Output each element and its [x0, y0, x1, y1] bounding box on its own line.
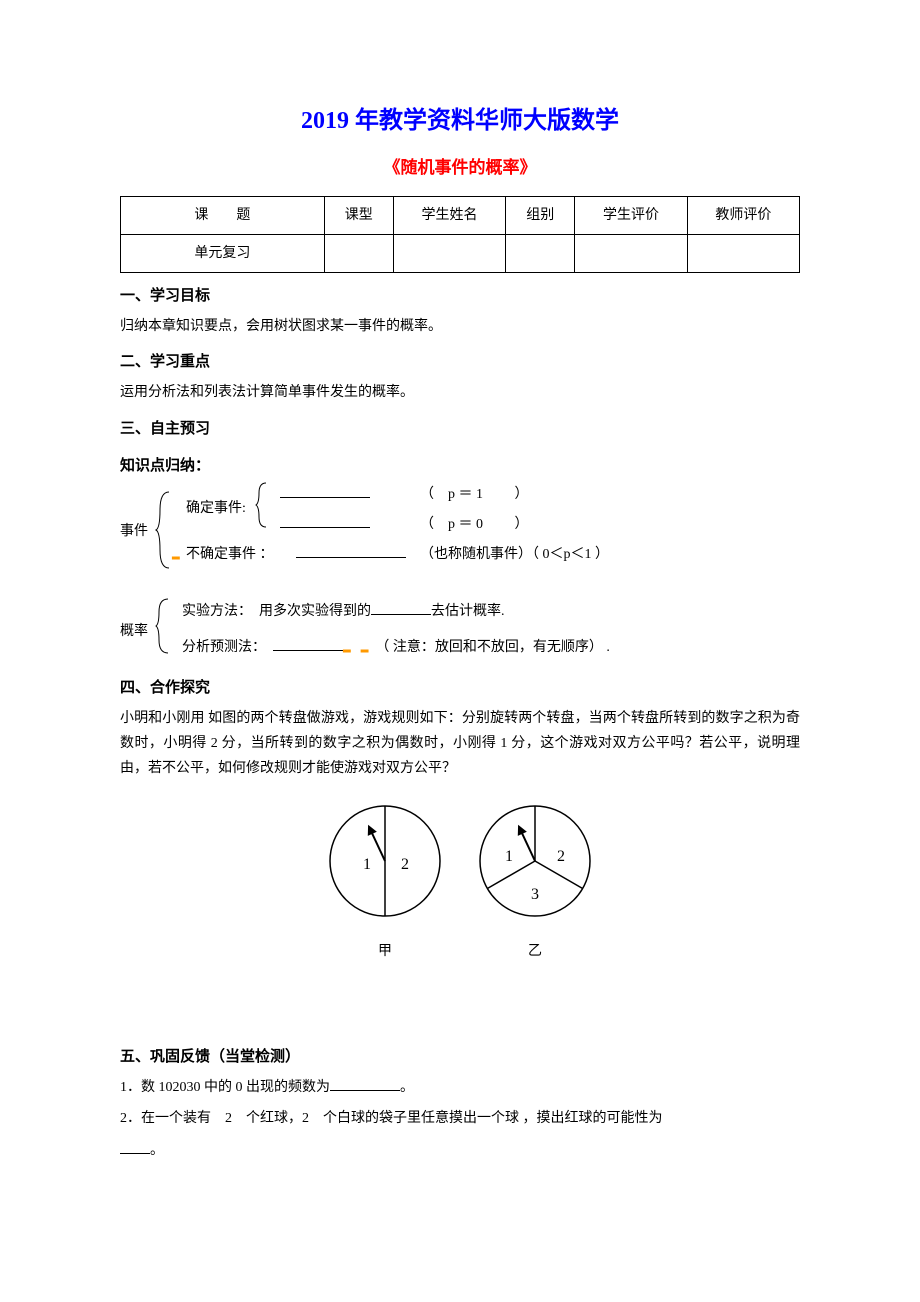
td-blank — [687, 234, 799, 272]
table-row: 单元复习 — [121, 234, 800, 272]
sub-title: 《随机事件的概率》 — [120, 153, 800, 184]
section-2-body: 运用分析法和列表法计算简单事件发生的概率。 — [120, 380, 800, 405]
prob-tree: 概率 实验方法： 用多次实验得到的 去估计概率. 分析预测法： ▂ ▂ （ 注意：… — [120, 597, 800, 665]
exp-method-text: 实验方法： 用多次实验得到的 — [182, 604, 371, 619]
td-unit: 单元复习 — [121, 234, 325, 272]
blank-line — [280, 512, 370, 537]
th-type: 课型 — [324, 196, 393, 234]
td-blank — [575, 234, 687, 272]
spinner-label-2: 2 — [557, 848, 565, 865]
orange-dot: ▂ ▂ — [343, 641, 368, 652]
spinner-label-2: 2 — [401, 856, 409, 873]
section-4-body: 小明和小刚用 如图的两个转盘做游戏，游戏规则如下：分别旋转两个转盘，当两个转盘所… — [120, 706, 800, 782]
orange-dot: ▂ — [172, 542, 180, 567]
p1-label: （ p ＝ 1 ） — [420, 482, 529, 507]
td-blank — [393, 234, 505, 272]
q1-text: 1．数 102030 中的 0 出现的频数为 — [120, 1080, 330, 1095]
section-3-sub: 知识点归纳： — [120, 453, 800, 480]
section-5-title: 五、巩固反馈（当堂检测） — [120, 1044, 800, 1071]
brace-icon — [154, 597, 172, 655]
th-name: 学生姓名 — [393, 196, 505, 234]
event-tree: 事件 确定事件: （ p ＝ 1 ） （ p ＝ 0 ） ▂ 不确定事件 ： （… — [120, 484, 800, 579]
section-1-title: 一、学习目标 — [120, 283, 800, 310]
q2-cont: 。 — [120, 1138, 800, 1163]
analysis-method-text: 分析预测法： — [182, 640, 273, 655]
section-1-body: 归纳本章知识要点，会用树状图求某一事件的概率。 — [120, 314, 800, 339]
spinner-label-3: 3 — [531, 886, 539, 903]
table-row: 课 题 课型 学生姓名 组别 学生评价 教师评价 — [121, 196, 800, 234]
q2: 2．在一个装有 2 个红球，2 个白球的袋子里任意摸出一个球 ，摸出红球的可能性… — [120, 1106, 800, 1131]
p0-label: （ p ＝ 0 ） — [420, 512, 529, 537]
th-teacher-eval: 教师评价 — [687, 196, 799, 234]
section-2-title: 二、学习重点 — [120, 349, 800, 376]
q2-text: 2．在一个装有 2 个红球，2 个白球的袋子里任意摸出一个球 ，摸出红球的可能性… — [120, 1111, 663, 1126]
det-label: 确定事件: — [186, 496, 246, 521]
analysis-method-label: 分析预测法： ▂ ▂ （ 注意：放回和不放回，有无顺序） . — [182, 635, 610, 660]
caption-yi: 乙 — [475, 939, 595, 964]
exp-method-label: 实验方法： 用多次实验得到的 去估计概率. — [182, 599, 505, 624]
undet-label: 不确定事件 ： — [186, 542, 274, 567]
spinner-yi: 1 2 3 乙 — [475, 801, 595, 964]
spinner-label-1: 1 — [363, 856, 371, 873]
caption-jia: 甲 — [325, 939, 445, 964]
spinner-label-1: 1 — [505, 848, 513, 865]
q1-end: 。 — [400, 1080, 414, 1095]
th-student-eval: 学生评价 — [575, 196, 687, 234]
info-table: 课 题 课型 学生姓名 组别 学生评价 教师评价 单元复习 — [120, 196, 800, 273]
td-blank — [506, 234, 575, 272]
section-3-title: 三、自主预习 — [120, 416, 800, 443]
spinner-yi-svg: 1 2 3 — [475, 801, 595, 921]
th-group: 组别 — [506, 196, 575, 234]
section-4-title: 四、合作探究 — [120, 675, 800, 702]
blank-line — [296, 542, 406, 567]
th-topic: 课 题 — [121, 196, 325, 234]
analysis-note: （ 注意：放回和不放回，有无顺序） . — [382, 640, 610, 655]
spinner-chart: 1 2 甲 1 2 3 乙 — [120, 801, 800, 964]
event-label: 事件 — [120, 519, 148, 544]
brace-icon — [254, 481, 270, 529]
q1: 1．数 102030 中的 0 出现的频数为 。 — [120, 1075, 800, 1100]
exp-method-end: 去估计概率. — [431, 604, 505, 619]
brace-icon — [154, 490, 174, 570]
blank-line — [280, 482, 370, 507]
undet-note: （也称随机事件）（ 0＜p＜1 ） — [420, 542, 609, 567]
spinner-jia: 1 2 甲 — [325, 801, 445, 964]
prob-label: 概率 — [120, 619, 148, 644]
spinner-jia-svg: 1 2 — [325, 801, 445, 921]
main-title: 2019 年教学资料华师大版数学 — [120, 100, 800, 143]
td-blank — [324, 234, 393, 272]
q2-end: 。 — [150, 1143, 164, 1158]
